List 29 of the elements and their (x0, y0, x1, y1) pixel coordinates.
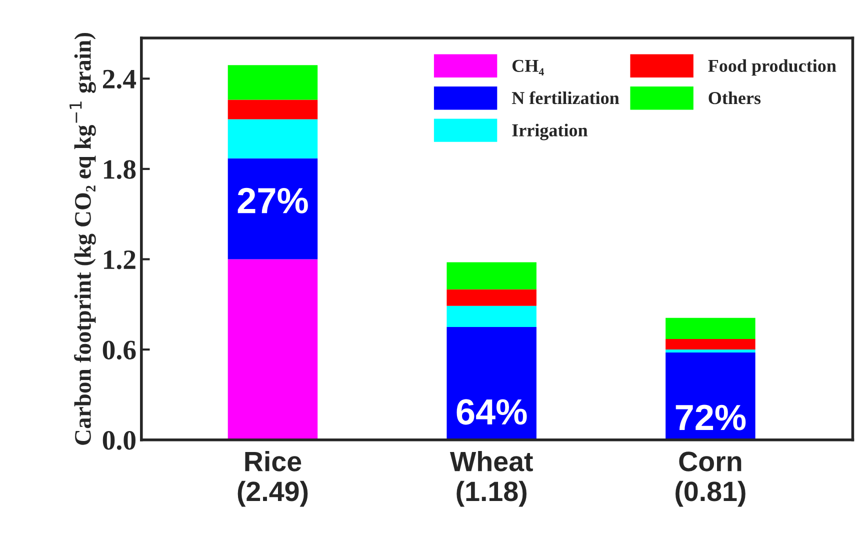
bar (228, 259, 318, 440)
y-axis-title: Carbon footprint (kg CO₂ eq kg$^{−1}$ grain) (70, 32, 96, 445)
annotation: 72% (676, 404, 746, 430)
bar (228, 158, 318, 260)
legend-label: Others (708, 91, 761, 104)
bar (446, 289, 536, 306)
bar (666, 318, 756, 339)
x-tick-label: Corn (0.81) (676, 452, 746, 507)
y-tick-label: 0.0 (102, 430, 136, 450)
legend-label: Food production (708, 59, 836, 76)
bar (666, 350, 756, 353)
legend-label: N fertilization (512, 91, 620, 104)
bar (228, 65, 318, 100)
bar (446, 306, 536, 327)
legend-label: Irrigation (512, 124, 588, 140)
bar (666, 339, 756, 350)
annotation: 64% (456, 399, 527, 425)
y-tick-label: 1.2 (104, 250, 136, 270)
y-tick-label: 0.6 (102, 340, 136, 360)
bar (228, 100, 318, 120)
bar (446, 326, 536, 440)
y-tick-label: 2.4 (102, 70, 136, 89)
annotation: 27% (238, 188, 308, 214)
x-tick-label: Wheat (1.18) (450, 450, 533, 507)
legend-label: CH₄ (512, 60, 544, 76)
x-tick-label: Rice (2.49) (238, 450, 308, 507)
bar (228, 119, 318, 158)
bar (446, 262, 536, 290)
y-tick-label: 1.8 (104, 160, 136, 179)
